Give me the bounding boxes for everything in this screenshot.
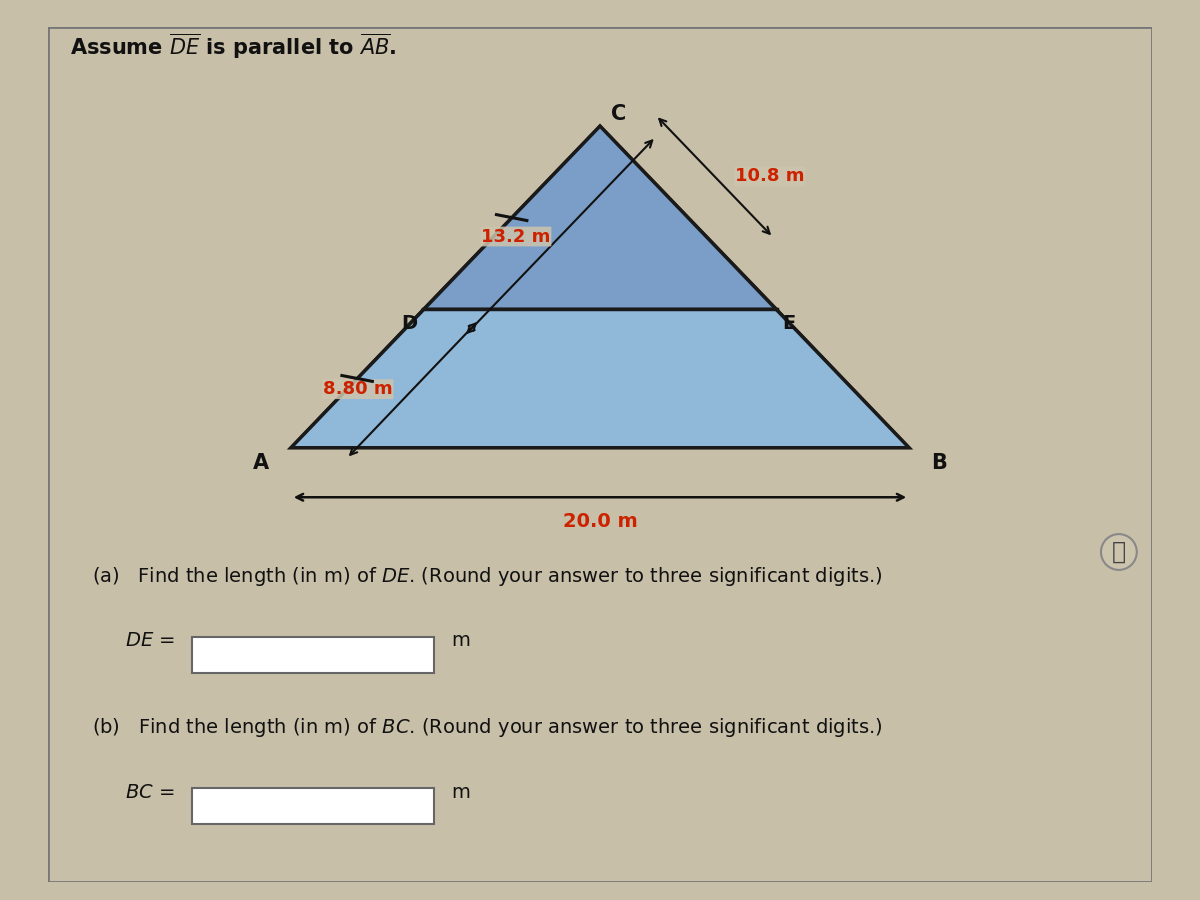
Text: 20.0 m: 20.0 m [563,512,637,531]
Text: B: B [931,453,947,472]
Polygon shape [424,126,776,310]
Text: 10.8 m: 10.8 m [734,167,804,185]
Text: Assume $\overline{DE}$ is parallel to $\overline{AB}$.: Assume $\overline{DE}$ is parallel to $\… [70,32,397,61]
Text: (a)   Find the length (in m) of $DE$. (Round your answer to three significant di: (a) Find the length (in m) of $DE$. (Rou… [92,565,883,589]
Text: A: A [253,453,269,472]
Bar [192,788,434,824]
Text: m: m [451,631,470,651]
Text: 13.2 m: 13.2 m [481,228,551,246]
Polygon shape [290,310,910,448]
Text: D: D [402,314,418,333]
Text: E: E [782,314,796,333]
Text: m: m [451,782,470,802]
Text: 8.80 m: 8.80 m [323,380,392,398]
Text: (b)   Find the length (in m) of $BC$. (Round your answer to three significant di: (b) Find the length (in m) of $BC$. (Rou… [92,716,883,740]
Text: ⓘ: ⓘ [1112,540,1126,564]
Text: $BC$ =: $BC$ = [125,782,175,802]
Text: $DE$ =: $DE$ = [125,631,175,651]
Bar [192,637,434,673]
Text: C: C [611,104,626,123]
